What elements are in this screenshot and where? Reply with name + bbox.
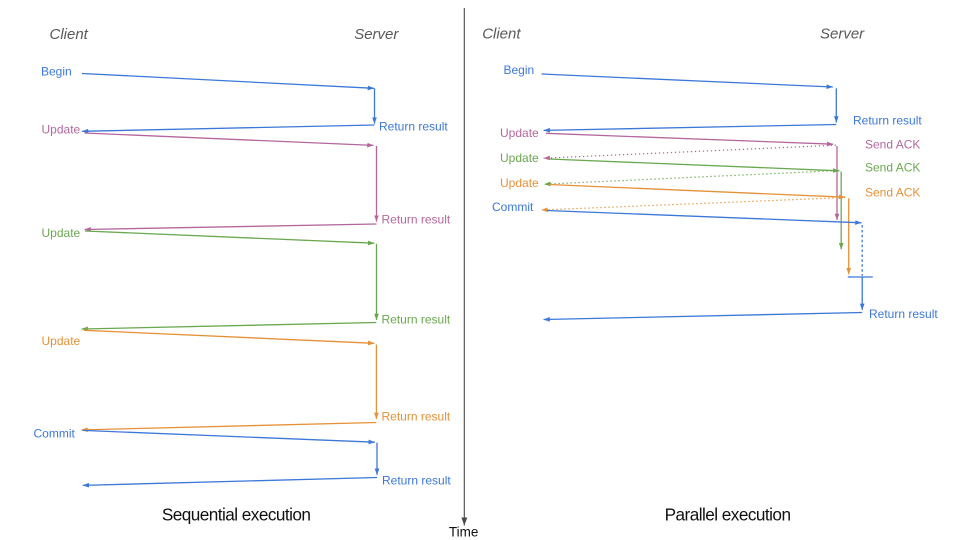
svg-text:Send ACK: Send ACK [865, 137, 920, 151]
svg-text:Parallel execution: Parallel execution [665, 504, 791, 524]
svg-text:Send ACK: Send ACK [865, 161, 920, 175]
svg-text:Return result: Return result [382, 212, 451, 226]
svg-text:Sequential execution: Sequential execution [162, 504, 311, 524]
svg-text:Update: Update [42, 226, 81, 240]
svg-text:Begin: Begin [41, 65, 72, 79]
svg-text:Time: Time [449, 525, 479, 540]
svg-text:Update: Update [42, 123, 81, 137]
svg-text:Return result: Return result [382, 312, 451, 326]
svg-text:Return result: Return result [382, 409, 451, 423]
svg-text:Send ACK: Send ACK [865, 186, 920, 200]
svg-text:Update: Update [42, 334, 81, 348]
svg-text:Update: Update [500, 151, 539, 165]
svg-text:Commit: Commit [492, 200, 534, 214]
svg-text:Update: Update [500, 176, 539, 190]
svg-text:Return result: Return result [382, 473, 451, 487]
svg-text:Return result: Return result [379, 119, 448, 133]
svg-text:Server: Server [820, 26, 865, 43]
svg-text:Client: Client [50, 26, 89, 43]
svg-text:Return result: Return result [853, 114, 922, 128]
svg-text:Client: Client [482, 25, 521, 42]
svg-text:Commit: Commit [34, 427, 76, 441]
svg-text:Return result: Return result [869, 307, 938, 321]
svg-text:Begin: Begin [504, 63, 535, 77]
svg-text:Update: Update [500, 126, 539, 140]
svg-text:Server: Server [354, 26, 399, 43]
